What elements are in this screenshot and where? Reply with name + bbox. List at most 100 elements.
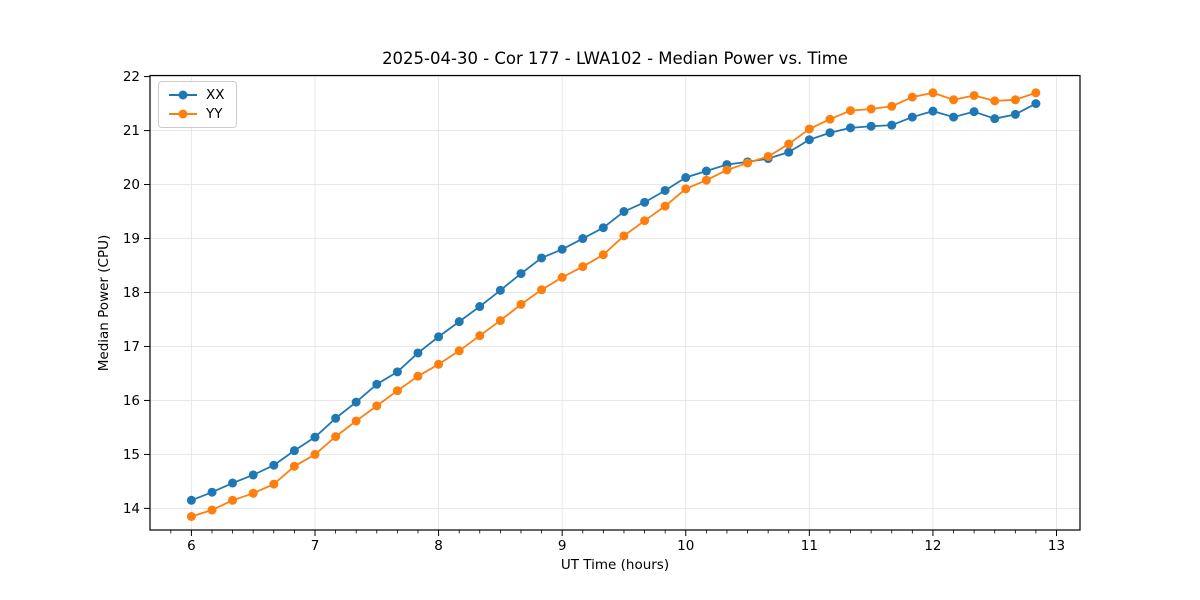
series-xx-marker (701, 166, 711, 176)
series-yy-marker (928, 88, 938, 98)
series-xx-marker (660, 185, 670, 195)
series-xx-marker (907, 112, 917, 122)
series-xx-marker (949, 112, 959, 122)
legend: XX YY (158, 81, 237, 128)
legend-label: YY (206, 106, 223, 122)
series-xx-marker (578, 234, 588, 244)
legend-label: XX (206, 87, 225, 103)
series-xx-marker (351, 397, 361, 407)
series-yy-marker (969, 90, 979, 100)
x-axis-tick-label: 11 (801, 538, 818, 554)
y-axis-tick-label: 16 (123, 393, 140, 409)
series-xx-marker (537, 253, 547, 263)
series-xx-marker (228, 478, 238, 488)
series-xx-marker (845, 123, 855, 133)
series-yy-marker (990, 96, 1000, 106)
series-xx-marker (1010, 109, 1020, 119)
y-axis-tick-label: 19 (123, 231, 140, 247)
series-yy-marker (351, 416, 361, 426)
series-yy-marker (207, 505, 217, 515)
axes-frame (149, 74, 1081, 531)
x-axis-tick-label: 9 (558, 538, 567, 554)
series-xx-marker (598, 223, 608, 233)
x-axis-tick-label: 6 (187, 538, 196, 554)
chart-title: 2025-04-30 - Cor 177 - LWA102 - Median P… (382, 49, 848, 68)
x-axis-tick-label: 8 (434, 538, 443, 554)
series-yy-marker (1031, 88, 1041, 98)
series-xx-marker (475, 302, 485, 312)
series-xx-marker (454, 317, 464, 327)
y-axis-title: Median Power (CPU) (96, 234, 112, 372)
y-axis-tick-label: 22 (123, 69, 140, 85)
series-xx-marker (186, 495, 196, 505)
series-yy-marker (907, 92, 917, 102)
x-axis-title: UT Time (hours) (560, 557, 670, 573)
series-xx-marker (990, 114, 1000, 124)
series-xx-marker (434, 332, 444, 342)
x-axis-tick-label: 13 (1048, 538, 1065, 554)
y-axis-tick-label: 15 (123, 447, 140, 463)
series-yy-marker (392, 386, 402, 396)
series-yy-marker (454, 346, 464, 356)
x-axis-tick-label: 10 (677, 538, 694, 554)
series-yy-marker (619, 231, 629, 241)
series-xx-marker (887, 120, 897, 130)
series-yy-marker (434, 359, 444, 369)
series-yy-marker (701, 175, 711, 185)
series-yy-marker (640, 216, 650, 226)
series-yy-marker (743, 158, 753, 168)
series-yy-marker (537, 285, 547, 295)
series-yy-marker (681, 184, 691, 194)
series-yy-marker (269, 479, 279, 489)
series-xx-marker (392, 367, 402, 377)
series-xx-marker (928, 106, 938, 116)
legend-line-marker-icon (169, 90, 197, 100)
plot-area (150, 75, 1080, 530)
series-yy-marker (949, 95, 959, 105)
y-axis-tick-label: 18 (123, 285, 140, 301)
y-axis-tick-label: 14 (123, 501, 140, 517)
series-xx-marker (495, 285, 505, 295)
series-yy-marker (887, 101, 897, 111)
series-yy-marker (475, 331, 485, 341)
series-xx-marker (619, 207, 629, 217)
series-xx-marker (413, 348, 423, 358)
series-yy-marker (516, 299, 526, 309)
legend-entry-yy: YY (168, 107, 225, 121)
series-xx-marker (248, 470, 258, 480)
series-xx-marker (681, 173, 691, 183)
x-axis-tick-label: 12 (924, 538, 941, 554)
series-xx-marker (331, 413, 341, 423)
series-yy-marker (598, 250, 608, 260)
series-yy-marker (372, 401, 382, 411)
series-yy-marker (866, 104, 876, 114)
series-yy-marker (763, 151, 773, 161)
series-yy-marker (1010, 95, 1020, 105)
series-yy-marker (248, 488, 258, 498)
series-xx-marker (516, 269, 526, 279)
series-yy-marker (660, 201, 670, 211)
legend-entry-xx: XX (168, 88, 225, 102)
series-xx-marker (372, 379, 382, 389)
legend-line-marker-icon (169, 109, 197, 119)
series-yy-marker (413, 371, 423, 381)
y-axis-tick-label: 21 (123, 123, 140, 139)
series-yy-marker (289, 461, 299, 471)
series-xx-marker (804, 135, 814, 145)
y-axis-tick-label: 20 (123, 177, 140, 193)
series-yy-marker (804, 124, 814, 134)
series-xx-marker (207, 487, 217, 497)
series-xx-marker (969, 107, 979, 117)
series-yy-marker (845, 106, 855, 116)
series-yy-marker (557, 272, 567, 282)
series-xx-marker (1031, 99, 1041, 109)
series-yy-marker (578, 262, 588, 272)
series-xx-marker (825, 128, 835, 138)
series-yy-marker (186, 512, 196, 522)
series-xx-marker (269, 460, 279, 470)
series-yy-marker (784, 139, 794, 149)
x-axis-tick-label: 7 (311, 538, 320, 554)
series-yy-marker (825, 114, 835, 124)
y-axis-tick-label: 17 (123, 339, 140, 355)
